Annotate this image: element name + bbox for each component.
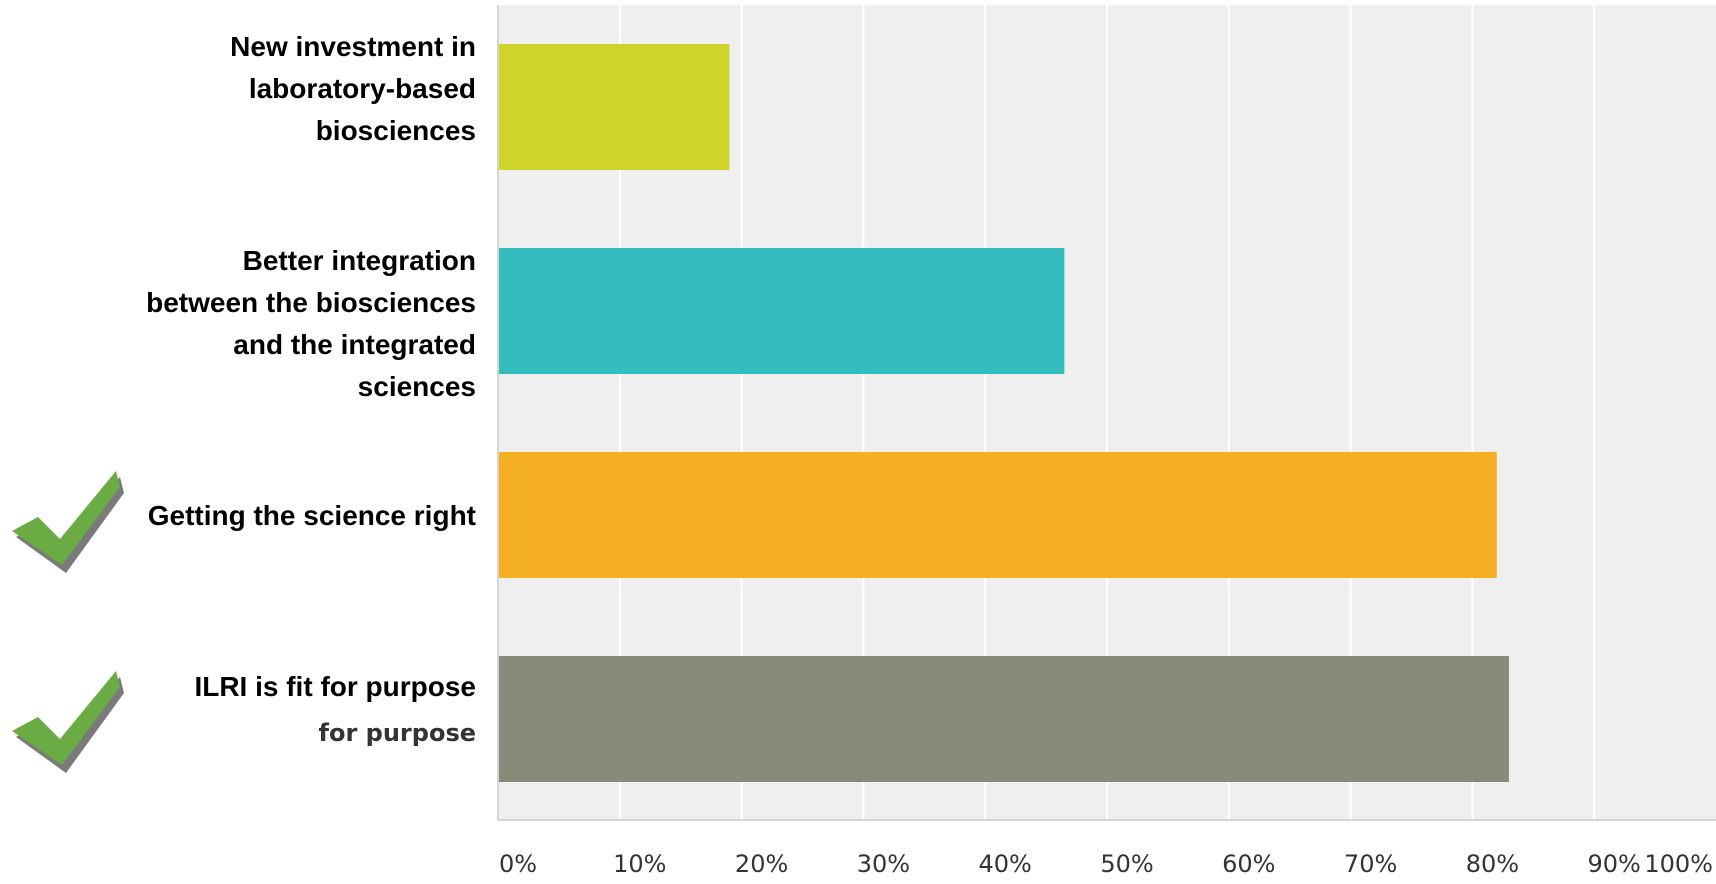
x-tick-label: 0% [499, 850, 537, 878]
x-tick-label: 40% [979, 850, 1032, 878]
x-tick-label: 90% [1588, 850, 1641, 878]
x-tick-label: 30% [857, 850, 910, 878]
category-label-better-integration: Better integration between the bioscienc… [146, 245, 476, 402]
category-label-ilri-fit-for-purpose: ILRI is fit for purpose [194, 671, 476, 702]
category-label-lab-biosciences: New investment in laboratory-based biosc… [230, 31, 476, 146]
x-tick-label: 50% [1100, 850, 1153, 878]
bar [499, 452, 1497, 578]
bar [499, 656, 1509, 782]
checkmark-icon [12, 671, 124, 773]
category-label-getting-science-right: Getting the science right [147, 500, 476, 531]
checkmark-icon [12, 471, 124, 573]
x-tick-label: 10% [613, 850, 666, 878]
bar [499, 44, 730, 170]
x-tick-label: 60% [1222, 850, 1275, 878]
x-tick-label: 20% [735, 850, 788, 878]
x-tick-label: 100% [1644, 850, 1713, 878]
x-tick-label: 70% [1344, 850, 1397, 878]
bar [499, 248, 1065, 374]
x-tick-label: 80% [1466, 850, 1519, 878]
category-sublabel-for-purpose: for purpose [318, 719, 476, 747]
